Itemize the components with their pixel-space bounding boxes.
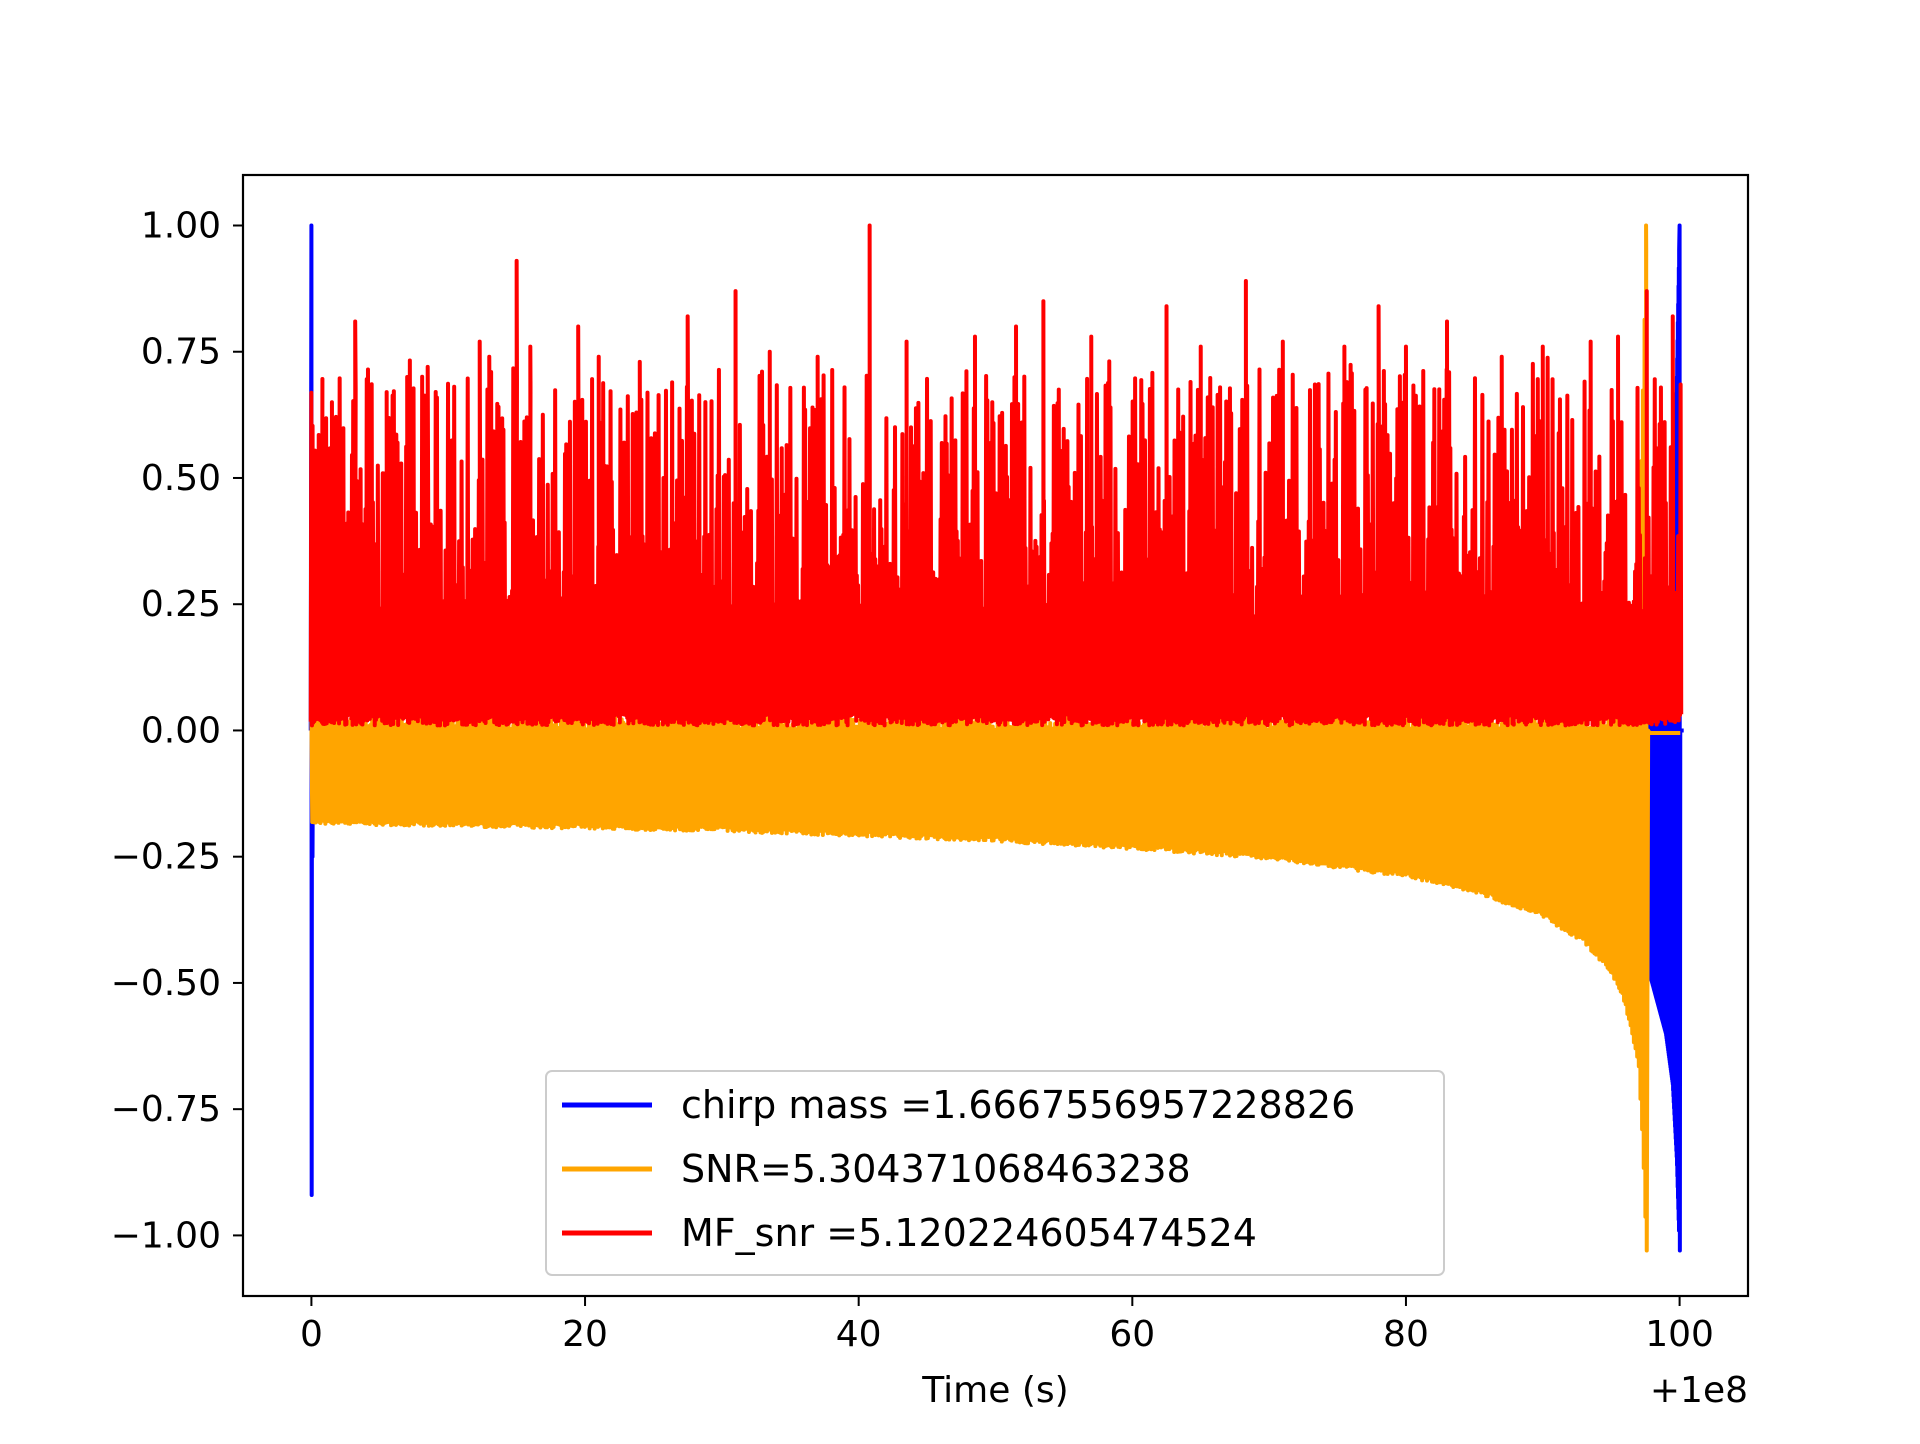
x-axis-offset-label: +1e8	[1650, 1370, 1748, 1411]
x-tick-label: 20	[562, 1314, 608, 1355]
y-tick-label: 0.50	[141, 458, 221, 499]
y-tick-label: 0.25	[141, 584, 221, 625]
x-tick-label: 80	[1383, 1314, 1429, 1355]
y-tick-label: 0.00	[141, 710, 221, 751]
series-mf-snr-line	[308, 223, 1684, 728]
y-tick-label: 0.75	[141, 332, 221, 373]
y-tick-label: −0.75	[111, 1089, 221, 1130]
x-tick-label: 0	[300, 1314, 323, 1355]
x-tick-label: 100	[1645, 1314, 1714, 1355]
x-tick-label: 40	[836, 1314, 882, 1355]
x-tick-label: 60	[1109, 1314, 1155, 1355]
plot-area-frame	[241, 173, 1750, 1298]
legend-label: SNR=5.304371068463238	[681, 1147, 1191, 1191]
y-tick-label: −1.00	[111, 1215, 221, 1256]
legend-label: chirp mass =1.6667556957228826	[681, 1083, 1355, 1127]
series-snr-line	[309, 223, 1681, 1253]
legend-box	[545, 1070, 1445, 1276]
y-tick-label: −0.50	[111, 963, 221, 1004]
y-tick-label: −0.25	[111, 837, 221, 878]
y-tick-label: 1.00	[141, 205, 221, 246]
x-axis-label: Time (s)	[921, 1370, 1068, 1411]
legend-label: MF_snr =5.120224605474524	[681, 1211, 1257, 1255]
